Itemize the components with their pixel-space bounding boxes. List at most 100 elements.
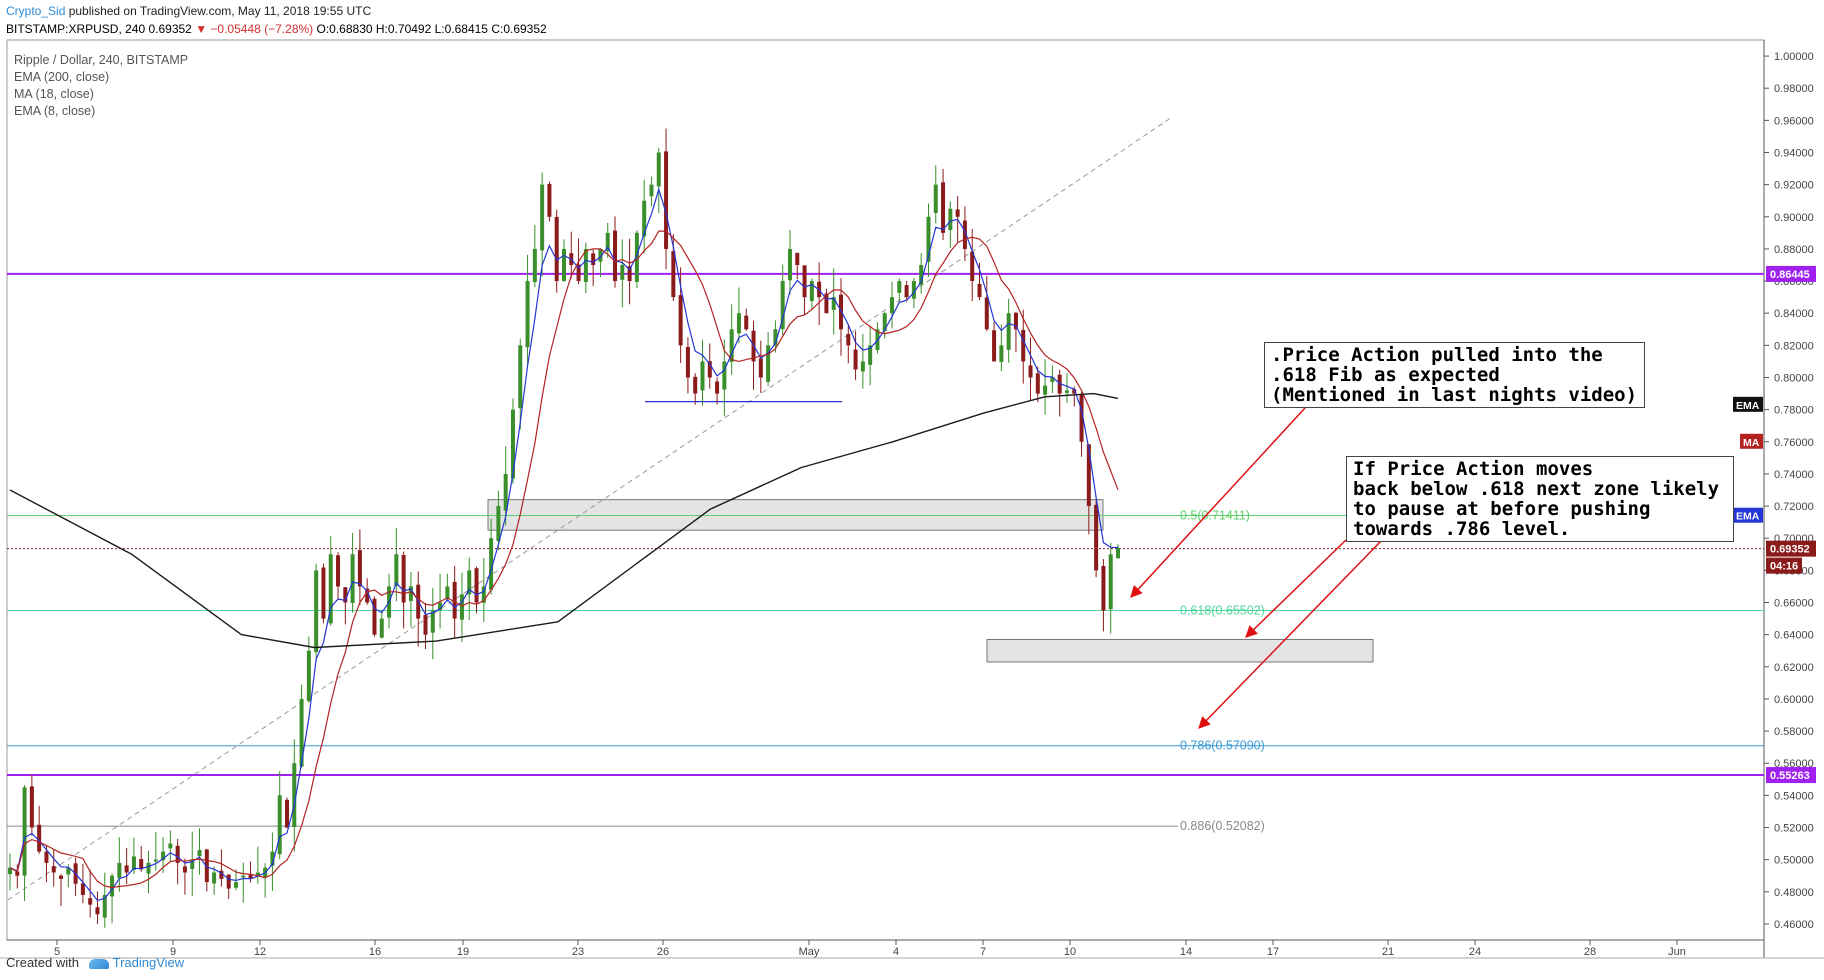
- candle-body: [161, 851, 166, 861]
- note2-line3: to pause at before pushing: [1353, 498, 1651, 520]
- candle: [1108, 542, 1113, 634]
- candle: [350, 532, 355, 613]
- candle-body: [124, 865, 129, 873]
- candle-body: [605, 232, 610, 252]
- candle: [503, 446, 508, 526]
- candle-body: [787, 248, 792, 281]
- candle: [219, 849, 224, 887]
- y-tick-label: 0.90000: [1774, 212, 1814, 224]
- note2-line4: towards .786 level.: [1353, 518, 1571, 540]
- candle: [175, 838, 180, 885]
- candle-body: [153, 859, 158, 862]
- candle-body: [314, 570, 319, 653]
- candle-body: [1064, 390, 1069, 393]
- candle-body: [897, 281, 902, 293]
- candle-body: [868, 345, 873, 365]
- candle-body: [1108, 554, 1113, 610]
- candle-body: [824, 293, 829, 314]
- candle-body: [700, 361, 705, 391]
- candle: [44, 844, 49, 883]
- author-link[interactable]: Crypto_Sid: [6, 4, 66, 18]
- legend-ema8[interactable]: EMA (8, close): [14, 104, 96, 118]
- candle: [95, 891, 100, 924]
- candle-body: [642, 200, 647, 237]
- candle-body: [88, 898, 93, 905]
- candle-body: [554, 216, 559, 282]
- candle: [722, 339, 727, 417]
- candle-body: [496, 506, 501, 542]
- annotation-note-1[interactable]: .Price Action pulled into the .618 Fib a…: [1264, 342, 1645, 408]
- candle-body: [459, 594, 464, 620]
- candle: [204, 848, 209, 892]
- candle-body: [846, 333, 851, 346]
- candle: [591, 249, 596, 287]
- candle: [773, 320, 778, 353]
- candle-body: [233, 882, 238, 888]
- legend-ema200[interactable]: EMA (200, close): [14, 70, 110, 84]
- candle: [459, 572, 464, 643]
- fib-label: 0.786(0.57090): [1180, 739, 1265, 753]
- candle-body: [226, 874, 231, 889]
- x-tick-label: 16: [369, 946, 381, 958]
- x-tick-label: 19: [457, 946, 469, 958]
- candle: [51, 849, 56, 887]
- candle: [379, 609, 384, 639]
- candle: [620, 239, 625, 308]
- candle-body: [197, 850, 202, 857]
- candle: [729, 304, 734, 375]
- candle: [598, 248, 603, 278]
- candle: [328, 536, 333, 626]
- candle-body: [656, 152, 661, 187]
- candle: [255, 846, 260, 884]
- candle: [314, 563, 319, 661]
- candle-body: [277, 795, 282, 855]
- candle: [904, 280, 909, 302]
- candle-body: [992, 330, 997, 362]
- candle: [306, 636, 311, 703]
- y-tick-label: 1.00000: [1774, 51, 1814, 63]
- note1-line2: .618 Fib as expected: [1271, 364, 1500, 386]
- candle: [139, 846, 144, 872]
- candle: [802, 265, 807, 316]
- tradingview-brand-link[interactable]: TradingView: [112, 955, 185, 970]
- y-tick-label: 0.46000: [1774, 919, 1814, 931]
- candle-body: [248, 874, 253, 879]
- candle-body: [452, 581, 457, 619]
- annotation-note-2[interactable]: If Price Action moves back below .618 ne…: [1346, 456, 1734, 542]
- legend-title: Ripple / Dollar, 240, BITSTAMP: [14, 53, 189, 67]
- candle-body: [780, 281, 785, 330]
- candle-body: [773, 329, 778, 346]
- candle: [984, 275, 989, 332]
- level-price-tag: [1766, 265, 1816, 282]
- y-tick-label: 0.74000: [1774, 469, 1814, 481]
- candle-body: [919, 265, 924, 285]
- candle: [693, 373, 698, 405]
- candle: [226, 874, 231, 899]
- ema200-line: [9, 392, 1119, 649]
- candle-body: [831, 297, 836, 310]
- candle: [394, 528, 399, 602]
- candle: [685, 337, 690, 394]
- candle-body: [139, 859, 144, 870]
- x-tick-label: 26: [657, 946, 669, 958]
- candle: [890, 281, 895, 329]
- candle: [474, 566, 479, 614]
- candle-body: [365, 588, 370, 603]
- candle: [605, 222, 610, 258]
- candle-body: [627, 266, 632, 282]
- note2-line2: back below .618 next zone likely: [1353, 478, 1720, 500]
- candle-body: [591, 253, 596, 265]
- candle: [241, 862, 246, 903]
- candle-body: [678, 295, 683, 346]
- annotation-arrow: [1198, 539, 1383, 729]
- candle: [933, 165, 938, 224]
- tradingview-logo-icon[interactable]: [88, 958, 109, 969]
- candle-body: [634, 232, 639, 282]
- candle: [780, 264, 785, 336]
- chart-legend: Ripple / Dollar, 240, BITSTAMP EMA (200,…: [14, 52, 188, 120]
- candle-body: [839, 294, 843, 330]
- candle: [809, 278, 814, 310]
- candle: [860, 333, 865, 389]
- legend-ma18[interactable]: MA (18, close): [14, 87, 94, 101]
